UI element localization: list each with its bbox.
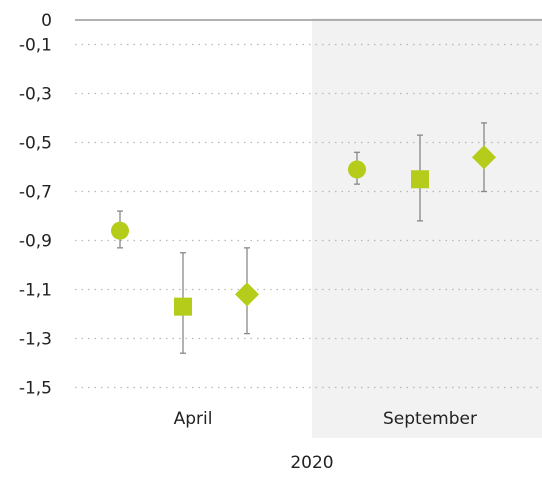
data-point-circle xyxy=(348,160,366,179)
y-tick-label: -0,5 xyxy=(19,134,52,154)
x-category-label: April xyxy=(174,409,213,429)
x-group-label: 2020 xyxy=(290,453,333,473)
y-tick-label: -0,1 xyxy=(19,36,52,56)
data-point-square xyxy=(411,170,429,189)
x-category-label: September xyxy=(383,409,477,429)
y-tick-label: -1,3 xyxy=(19,330,52,350)
y-tick-label: 0 xyxy=(41,11,52,31)
data-point-diamond xyxy=(235,282,259,307)
y-tick-label: -0,7 xyxy=(19,183,52,203)
y-tick-label: -0,3 xyxy=(19,85,52,105)
y-tick-label: -1,1 xyxy=(19,281,52,301)
data-point-square xyxy=(174,297,192,316)
highlight-region xyxy=(312,18,542,438)
y-tick-label: -1,5 xyxy=(19,379,52,399)
y-tick-label: -0,9 xyxy=(19,232,52,252)
data-point-diamond xyxy=(472,145,496,170)
data-point-circle xyxy=(111,221,129,240)
